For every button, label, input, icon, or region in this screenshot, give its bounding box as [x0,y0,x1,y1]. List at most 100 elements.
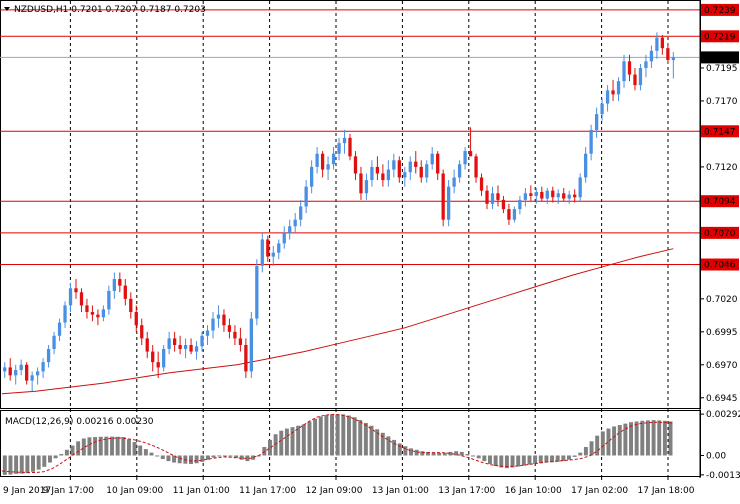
macd-bar [437,452,442,456]
candle [172,331,177,352]
macd-bar [516,455,521,467]
candle [342,129,347,154]
candle [260,232,264,273]
macd-bar [273,434,278,456]
candle [562,188,566,202]
macd-bar [341,414,346,456]
macd-bar [442,452,447,456]
macd-bar [589,441,594,456]
candle [238,327,243,352]
candle [189,338,193,355]
candle [638,64,643,91]
macd-bar [132,442,137,456]
candle [140,318,144,345]
macd-bar [126,439,131,456]
candle [523,188,528,207]
macd-bar [538,455,543,464]
macd-bar [31,455,36,472]
dropdown-triangle-icon[interactable] [4,7,10,11]
macd-bar [166,455,171,462]
level-tag-label: 0.7219 [704,32,736,42]
candle [545,188,549,204]
candle [25,362,29,385]
candle [162,344,166,372]
macd-bar [555,455,560,462]
macd-bar [42,455,47,467]
macd-bar [110,436,114,456]
macd-bar [177,455,182,464]
candle [419,160,423,183]
candle [320,151,325,178]
macd-bar [521,455,526,466]
candle [52,331,56,355]
candle [19,359,23,376]
macd-bar [2,455,7,475]
candle [447,180,451,227]
macd-bar [64,449,69,456]
candle [227,318,232,339]
candle [57,318,62,342]
candle [96,309,100,326]
macd-bar [578,452,583,456]
candle [79,288,84,313]
candle [386,160,391,187]
macd-bar [301,424,306,456]
candle [616,77,621,101]
candle [3,362,7,378]
candle [649,45,654,68]
macd-bar [251,455,256,460]
vertical-grid [69,1,669,476]
candle [107,285,111,315]
macd-label: MACD(12,26,9) 0.00216 0.00230 [5,417,154,427]
candle [194,341,199,360]
candle [41,358,45,378]
candle [299,199,303,227]
x-tick-label: 9 Jan 17:00 [43,486,95,496]
macd-bar [93,437,98,456]
price-axis[interactable]: 0.71950.71700.71450.71200.70950.70700.70… [699,0,739,478]
candle [463,147,467,170]
level-tag-label: 0.7046 [704,261,736,271]
candle [331,147,336,170]
macd-bar [668,421,673,456]
candle [205,325,210,345]
macd-tick-label: 0.00292 [706,410,740,420]
macd-bar [330,414,335,456]
candle [30,371,34,392]
candle [304,180,308,214]
macd-bar [245,455,250,462]
macd-bar [510,455,515,468]
y-tick-label: 0.7120 [706,163,738,173]
candle [436,151,440,181]
candle [249,312,253,378]
level-tag [701,258,739,271]
candle [271,246,275,266]
macd-bar [59,454,64,456]
candle [534,188,538,204]
x-tick-label: 13 Jan 17:00 [438,486,495,496]
candle [370,160,374,187]
candle [35,367,40,385]
current-price-tag [701,51,739,64]
main-chart-frame [0,0,701,409]
macd-bar [53,455,58,459]
macd-bar [504,455,509,469]
macd-bar [138,445,143,456]
candle [584,147,588,183]
candle [594,107,599,138]
level-tag [701,226,739,239]
macd-bar [363,422,368,456]
y-tick-label: 0.6995 [706,328,738,338]
candle [578,173,582,202]
candle [216,305,221,328]
candle [46,344,51,368]
macd-bar [550,455,555,463]
macd-bar [420,451,425,456]
level-tag-label: 0.7094 [704,197,736,207]
macd-bar [98,436,103,456]
candle [512,206,517,223]
macd-bar [662,420,667,456]
